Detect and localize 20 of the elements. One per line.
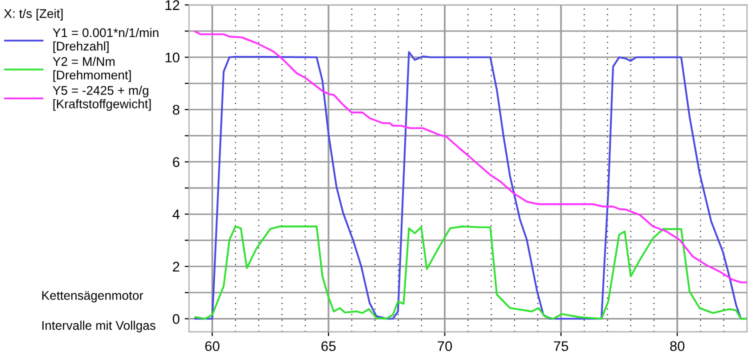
text: Kettensägenmotor <box>42 291 144 302</box>
x-tick-label: 75 <box>554 341 568 352</box>
line-series <box>194 226 747 320</box>
x-tick-label: 70 <box>438 341 452 352</box>
y-tick-label: 4 <box>172 210 180 220</box>
legend-label: Y5 = -2425 + m/g [Kraftstoffgewicht] <box>52 86 151 111</box>
x-tick-label: 60 <box>205 341 220 352</box>
line-series <box>194 30 747 284</box>
legend-label: Y1 = 0.001*n/1/min [Drehzahl] <box>52 28 158 54</box>
legend-label: Y2 = M/Nm [Drehmoment] <box>52 56 131 82</box>
y-tick-label: 0 <box>172 314 180 324</box>
y-tick-label: 8 <box>172 104 180 115</box>
y-tick-label: 10 <box>166 52 180 62</box>
y-tick-label: 12 <box>166 0 180 10</box>
y-tick-label: 2 <box>172 262 180 272</box>
x-tick-label: 80 <box>670 341 684 352</box>
x-tick-label: 65 <box>321 341 336 352</box>
text: X: t/s [Zeit] <box>4 8 63 20</box>
y-tick-label: 6 <box>172 157 180 168</box>
text: Intervalle mit Vollgas <box>42 320 156 332</box>
